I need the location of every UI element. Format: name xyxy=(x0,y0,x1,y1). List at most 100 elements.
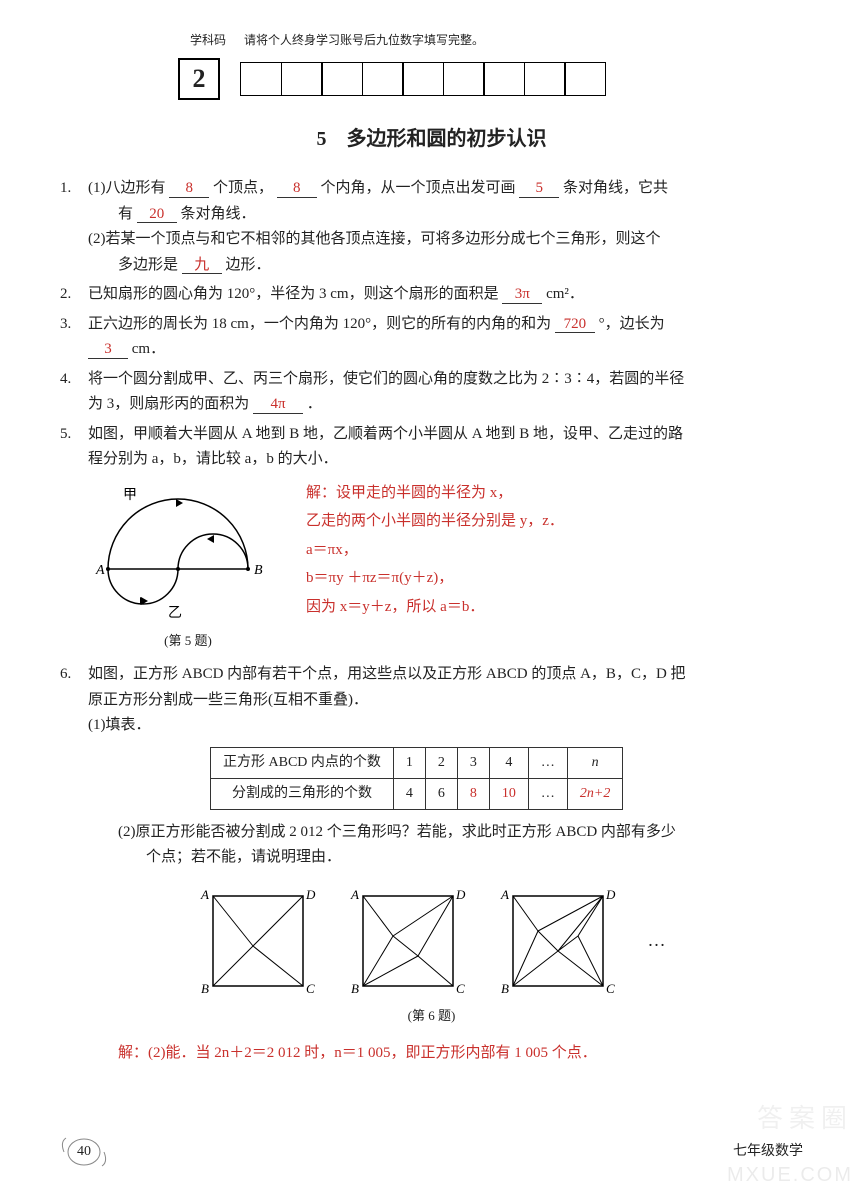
watermark: MXUE.COM xyxy=(727,1158,853,1192)
q6-caption: (第 6 题) xyxy=(60,1005,803,1027)
blank: 3π xyxy=(502,286,542,304)
q4-text: 为 3，则扇形丙的面积为 xyxy=(88,396,249,412)
td: 4 xyxy=(393,778,425,809)
sol-line: 因为 x＝y＋z，所以 a＝b． xyxy=(306,593,564,622)
svg-text:D: D xyxy=(455,887,466,902)
q1-text: 个内角，从一个顶点出发可画 xyxy=(321,180,516,196)
q5-figure-row: 甲 乙 A B (第 5 题) 解：设甲走的半圆的半径为 x， 乙走的两个小半圆… xyxy=(88,479,803,653)
svg-text:C: C xyxy=(606,981,615,996)
svg-text:A: A xyxy=(200,887,209,902)
th: 分割成的三角形的个数 xyxy=(211,778,394,809)
code-cell[interactable] xyxy=(564,62,606,96)
q2-text: 已知扇形的圆心角为 120°，半径为 3 cm，则这个扇形的面积是 xyxy=(88,286,499,302)
subject-code: 2 xyxy=(178,58,220,100)
question-1: 1. (1)八边形有 8 个顶点， 8 个内角，从一个顶点出发可画 5 条对角线… xyxy=(60,176,803,278)
q5-caption: (第 5 题) xyxy=(88,630,288,652)
code-boxes: 2 xyxy=(178,58,803,100)
svg-text:D: D xyxy=(305,887,316,902)
code-cell[interactable] xyxy=(443,62,485,96)
td: 1 xyxy=(393,747,425,778)
svg-text:B: B xyxy=(201,981,209,996)
code-cell[interactable] xyxy=(281,62,323,96)
q3-text: cm． xyxy=(132,341,165,357)
q4-text: 将一个圆分割成甲、乙、丙三个扇形，使它们的圆心角的度数之比为 2∶3∶4，若圆的… xyxy=(88,371,684,387)
q6-fig3: A D B C xyxy=(498,881,618,1001)
td: … xyxy=(528,778,567,809)
td: 6 xyxy=(425,778,457,809)
q2-text: cm²． xyxy=(546,286,584,302)
q6-text: 个点；若不能，请说明理由． xyxy=(146,849,341,865)
question-3: 3. 正六边形的周长为 18 cm，一个内角为 120°，则它的所有的内角的和为… xyxy=(60,312,803,363)
blank: 8 xyxy=(277,180,317,198)
q6-solution: 解：(2)能．当 2n＋2＝2 012 时，n＝1 005，即正方形内部有 1 … xyxy=(118,1041,803,1067)
q1-text: 条对角线，它共 xyxy=(563,180,668,196)
q-num: 2. xyxy=(60,282,88,308)
watermark: 答案圈 xyxy=(757,1096,853,1140)
th: 正方形 ABCD 内点的个数 xyxy=(211,747,394,778)
q5-figure: 甲 乙 A B xyxy=(88,479,288,619)
td: 8 xyxy=(457,778,489,809)
sol-line: 解：设甲走的半圆的半径为 x， xyxy=(306,479,564,508)
q1-text: 边形． xyxy=(226,257,271,273)
q6-sub2: (2)原正方形能否被分割成 2 012 个三角形吗？若能，求此时正方形 ABCD… xyxy=(118,820,803,871)
blank: 720 xyxy=(555,316,595,334)
code-cell[interactable] xyxy=(240,62,282,96)
td: 4 xyxy=(489,747,528,778)
code-cell[interactable] xyxy=(402,62,444,96)
blank: 20 xyxy=(137,206,177,224)
q4-text: ． xyxy=(307,396,322,412)
blank: 4π xyxy=(253,396,303,414)
header-labels: 学科码 请将个人终身学习账号后九位数字填写完整。 xyxy=(190,30,803,50)
table-row: 正方形 ABCD 内点的个数 1 2 3 4 … n xyxy=(211,747,623,778)
q-num: 6. xyxy=(60,662,88,739)
q5-solution: 解：设甲走的半圆的半径为 x， 乙走的两个小半圆的半径分别是 y，z． a＝πx… xyxy=(306,479,564,622)
q1-text: 有 xyxy=(118,206,133,222)
q6-figures: A D B C A D B C A D B C … xyxy=(60,881,803,1001)
q1-text: 多边形是 xyxy=(118,257,178,273)
sol-line: a＝πx， xyxy=(306,536,564,565)
svg-text:A: A xyxy=(95,563,105,578)
q5-text: 如图，甲顺着大半圆从 A 地到 B 地，乙顺着两个小半圆从 A 地到 B 地，设… xyxy=(88,426,683,442)
q-num: 3. xyxy=(60,312,88,363)
q1-text: 个顶点， xyxy=(213,180,273,196)
svg-text:甲: 甲 xyxy=(123,488,137,503)
svg-text:B: B xyxy=(254,563,263,578)
q6-text: 原正方形分割成一些三角形(互相不重叠)． xyxy=(88,692,368,708)
label-instruction: 请将个人终身学习账号后九位数字填写完整。 xyxy=(244,30,484,50)
code-cell[interactable] xyxy=(483,62,525,96)
td: 10 xyxy=(489,778,528,809)
sol-line: b＝πy ＋πz＝π(y＋z)， xyxy=(306,564,564,593)
account-cells xyxy=(240,62,606,96)
footer: 40 七年级数学 xyxy=(60,1132,803,1172)
label-code: 学科码 xyxy=(190,30,226,50)
blank: 8 xyxy=(169,180,209,198)
blank: 5 xyxy=(519,180,559,198)
sol-line: 乙走的两个小半圆的半径分别是 y，z． xyxy=(306,507,564,536)
svg-text:D: D xyxy=(605,887,616,902)
q6-text: 如图，正方形 ABCD 内部有若干个点，用这些点以及正方形 ABCD 的顶点 A… xyxy=(88,666,686,682)
svg-text:B: B xyxy=(351,981,359,996)
ellipsis: … xyxy=(648,925,666,956)
blank: 九 xyxy=(182,257,222,275)
td: 3 xyxy=(457,747,489,778)
td: 2 xyxy=(425,747,457,778)
q-num: 4. xyxy=(60,367,88,418)
code-cell[interactable] xyxy=(321,62,363,96)
code-cell[interactable] xyxy=(524,62,566,96)
question-6: 6. 如图，正方形 ABCD 内部有若干个点，用这些点以及正方形 ABCD 的顶… xyxy=(60,662,803,739)
q-num: 5. xyxy=(60,422,88,473)
q1-text: (1)八边形有 xyxy=(88,180,166,196)
td: 2n+2 xyxy=(567,778,622,809)
q3-text: °，边长为 xyxy=(599,316,665,332)
page-number-badge: 40 xyxy=(60,1132,108,1172)
code-cell[interactable] xyxy=(362,62,404,96)
q-num: 1. xyxy=(60,176,88,278)
svg-text:C: C xyxy=(306,981,315,996)
svg-text:C: C xyxy=(456,981,465,996)
question-4: 4. 将一个圆分割成甲、乙、丙三个扇形，使它们的圆心角的度数之比为 2∶3∶4，… xyxy=(60,367,803,418)
q6-text: (2)原正方形能否被分割成 2 012 个三角形吗？若能，求此时正方形 ABCD… xyxy=(118,824,676,840)
q5-text: 程分别为 a，b，请比较 a，b 的大小． xyxy=(88,451,338,467)
q6-fig1: A D B C xyxy=(198,881,318,1001)
q1-text: (2)若某一个顶点与和它不相邻的其他各顶点连接，可将多边形分成七个三角形，则这个 xyxy=(88,231,661,247)
table-row: 分割成的三角形的个数 4 6 8 10 … 2n+2 xyxy=(211,778,623,809)
